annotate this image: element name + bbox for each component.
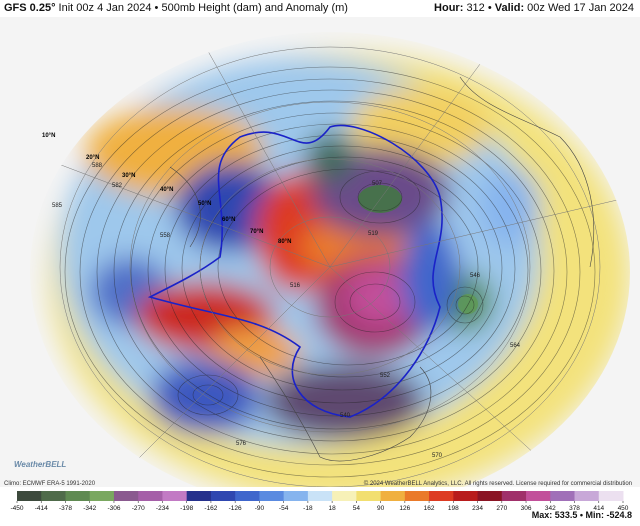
colorbar-segment — [89, 491, 115, 501]
colorbar-segment — [65, 491, 91, 501]
hour-label: Hour: — [434, 2, 464, 14]
colorbar-segment — [356, 491, 382, 501]
colorbar-segment — [186, 491, 212, 501]
colorbar-tick-label: -234 — [156, 505, 169, 512]
colorbar-tick-label: 270 — [496, 505, 507, 512]
colorbar-tick-label: -198 — [180, 505, 193, 512]
contour-label: 516 — [290, 283, 301, 289]
colorbar-segment — [332, 491, 357, 501]
description: Init 00z 4 Jan 2024 • 500mb Height (dam)… — [58, 2, 348, 14]
contour-label: 540 — [340, 413, 351, 419]
contour-label: 570 — [432, 453, 443, 459]
anomaly-field — [39, 36, 630, 487]
contour-label: 558 — [160, 233, 171, 239]
colorbar-tick-label: 342 — [545, 505, 556, 512]
colorbar-segment — [453, 491, 479, 501]
colorbar-tick-label: -54 — [279, 505, 289, 512]
lat-label: 20°N — [86, 155, 99, 161]
colorbar-segment — [477, 491, 503, 501]
colorbar-tick-label: -450 — [10, 505, 23, 512]
header-left: GFS 0.25° Init 00z 4 Jan 2024 • 500mb He… — [4, 2, 348, 14]
lat-labels: 10°N 20°N 30°N 40°N 50°N 60°N 70°N 80°N — [42, 133, 291, 245]
coastlines — [169, 76, 595, 462]
contour-label: 546 — [470, 273, 481, 279]
colorbar-tick-label: -342 — [83, 505, 96, 512]
colorbar-segment — [235, 491, 260, 501]
contour-label: 552 — [380, 373, 391, 379]
lat-label: 60°N — [222, 217, 235, 223]
contour-label: 585 — [52, 203, 63, 209]
colorbar-tick-label: -414 — [35, 505, 48, 512]
contour-label: 507 — [372, 181, 383, 187]
lat-label: 40°N — [160, 187, 173, 193]
colorbar-segment — [574, 491, 600, 501]
header-right: Hour: 312 • Valid: 00z Wed 17 Jan 2024 — [434, 2, 634, 14]
colorbar-segment — [429, 491, 454, 501]
colorbar-segment — [259, 491, 285, 501]
colorbar-tick-label: 18 — [329, 505, 337, 512]
colorbar-segment — [526, 491, 551, 501]
colorbar: -450 -414 -378 -342 -306 -270 -234 -198 -162 -126… — [10, 491, 629, 512]
lat-label: 10°N — [42, 133, 55, 139]
colorbar-segment — [138, 491, 163, 501]
valid: 00z Wed 17 Jan 2024 — [527, 2, 634, 14]
hour: 312 • — [466, 2, 492, 14]
colorbar-tick-label: -18 — [303, 505, 313, 512]
colorbar-segment — [113, 491, 139, 501]
colorbar-segment — [283, 491, 309, 501]
contour-label: 576 — [236, 441, 247, 447]
colorbar-tick-label: -162 — [204, 505, 217, 512]
contour-label: 582 — [112, 183, 123, 189]
lat-label: 70°N — [250, 229, 263, 235]
colorbar-tick-label: 450 — [618, 505, 629, 512]
colorbar-tick-label: 234 — [472, 505, 483, 512]
colorbar-segment — [17, 491, 42, 501]
lat-label: 30°N — [122, 173, 135, 179]
colorbar-segment — [162, 491, 188, 501]
colorbar-tick-label: 198 — [448, 505, 459, 512]
copyright: © 2024 WeatherBELL Analytics, LLC. All r… — [363, 481, 632, 487]
climo: Climo: ECMWF ERA-5 1991-2020 — [4, 481, 96, 487]
colorbar-segment — [501, 491, 527, 501]
height-contours — [64, 66, 596, 478]
graticule — [39, 36, 630, 487]
contour-label: 519 — [368, 231, 379, 237]
contour-labels: 588 582 576 570 564 558 552 546 540 519 … — [52, 163, 521, 459]
lat-label: 80°N — [278, 239, 291, 245]
colorbar-segment — [41, 491, 66, 501]
logo: WeatherBELL — [14, 460, 66, 469]
contour-label: 564 — [510, 343, 521, 349]
colorbar-segment — [380, 491, 406, 501]
model: GFS 0.25° — [4, 2, 56, 14]
map: 10°N 20°N 30°N 40°N 50°N 60°N 70°N 80°N … — [0, 17, 640, 487]
valid-label: Valid: — [494, 2, 525, 14]
colorbar-segment — [550, 491, 576, 501]
colorbar-tick-label: 306 — [521, 505, 532, 512]
colorbar-segment — [598, 491, 624, 501]
colorbar-tick-label: 414 — [593, 505, 604, 512]
contour-540 — [147, 124, 443, 418]
colorbar-tick-label: 54 — [353, 505, 361, 512]
colorbar-tick-label: 378 — [569, 505, 580, 512]
colorbar-tick-label: 162 — [424, 505, 435, 512]
colorbar-tick-label: -306 — [107, 505, 120, 512]
contour-label: 588 — [92, 163, 103, 169]
colorbar-segment — [210, 491, 236, 501]
colorbar-tick-label: -126 — [229, 505, 242, 512]
colorbar-segment — [404, 491, 430, 501]
colorbar-tick-label: 90 — [377, 505, 385, 512]
lat-label: 50°N — [198, 201, 211, 207]
colorbar-segment — [307, 491, 333, 501]
max-min: Max: 533.5 • Min: -524.8 — [531, 510, 632, 520]
colorbar-tick-label: -378 — [59, 505, 72, 512]
colorbar-tick-label: 126 — [399, 505, 410, 512]
colorbar-tick-label: -270 — [132, 505, 145, 512]
colorbar-tick-label: -90 — [255, 505, 265, 512]
